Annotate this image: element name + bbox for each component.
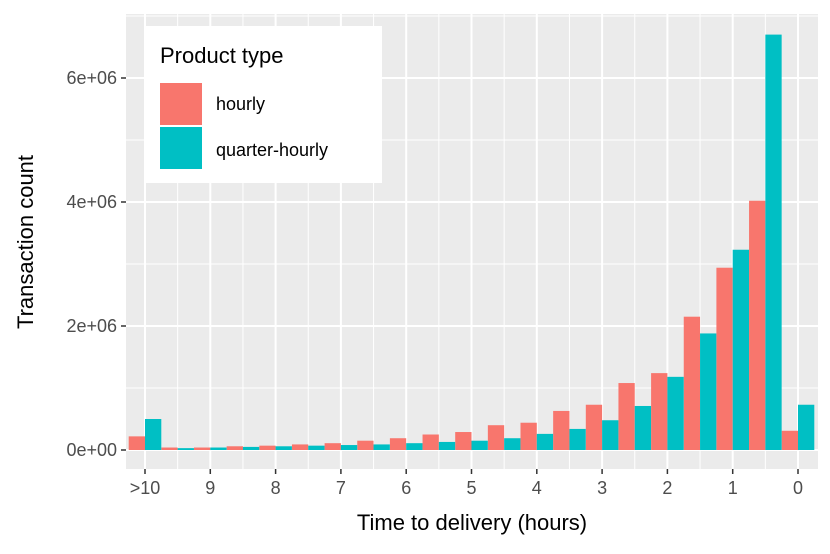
y-tick-label: 4e+06 [66,192,117,212]
bar-quarter-hourly [765,34,782,450]
bar-hourly [716,267,733,450]
x-tick-label: 5 [466,478,476,498]
bar-quarter-hourly [438,441,456,450]
bar-hourly [194,447,211,450]
y-axis-title: Transaction count [13,155,38,329]
x-tick-label: 4 [532,478,542,498]
legend-swatch-quarter-hourly [160,127,202,169]
x-tick-label: 0 [793,478,803,498]
bar-hourly [683,316,701,450]
bar-quarter-hourly [536,433,554,450]
bar-quarter-hourly [275,446,292,450]
x-axis-title: Time to delivery (hours) [357,510,587,535]
x-tick-label: 7 [336,478,346,498]
bar-quarter-hourly [242,446,260,450]
bar-hourly [553,410,570,450]
bar-quarter-hourly [602,420,619,450]
legend-swatch-hourly [160,83,202,125]
bar-quarter-hourly [373,444,390,450]
legend-label-quarter-hourly: quarter-hourly [216,140,328,160]
x-tick-label: >10 [130,478,161,498]
bar-hourly [259,445,276,450]
bar-hourly [226,446,243,450]
legend: Product type hourly quarter-hourly [144,26,382,183]
bar-quarter-hourly [504,438,521,450]
legend-label-hourly: hourly [216,94,265,114]
x-tick-label: 2 [662,478,672,498]
x-tick-label: 8 [271,478,281,498]
bar-hourly [487,425,505,450]
bar-hourly [357,440,374,450]
bar-hourly [618,383,635,450]
bar-quarter-hourly [634,405,652,450]
bar-quarter-hourly [210,447,227,450]
bars [128,34,815,450]
x-tick-label: 9 [205,478,215,498]
y-tick-label: 6e+06 [66,68,117,88]
y-axis: 0e+00 2e+06 4e+06 6e+06 [66,68,126,460]
bar-quarter-hourly [569,428,586,450]
bar-hourly [520,422,537,450]
bar-quarter-hourly [700,333,717,450]
bar-quarter-hourly [798,404,815,450]
bar-hourly [585,404,603,450]
bar-quarter-hourly [471,440,488,450]
bar-quarter-hourly [177,448,194,450]
bar-hourly [455,432,472,450]
x-tick-label: 6 [401,478,411,498]
bar-hourly [291,444,309,450]
bar-quarter-hourly [667,376,684,450]
bar-hourly [651,373,668,450]
bar-quarter-hourly [145,419,162,450]
bar-hourly [749,200,766,450]
bar-hourly [324,443,341,450]
y-tick-label: 0e+00 [66,440,117,460]
legend-title: Product type [160,43,284,68]
y-tick-label: 2e+06 [66,316,117,336]
bar-quarter-hourly [340,445,358,450]
bar-quarter-hourly [406,443,423,450]
bar-quarter-hourly [308,445,325,450]
x-axis: >10 9 8 7 6 5 4 3 2 1 0 [130,469,803,498]
bar-hourly [161,447,178,450]
bar-hourly [422,434,439,450]
bar-quarter-hourly [732,249,749,450]
bar-hourly [781,430,798,450]
x-tick-label: 1 [728,478,738,498]
bar-hourly [128,436,145,450]
x-tick-label: 3 [597,478,607,498]
bar-hourly [389,438,407,450]
